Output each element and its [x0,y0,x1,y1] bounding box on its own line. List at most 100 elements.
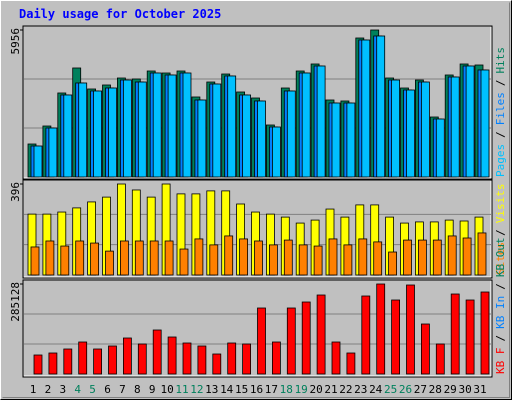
legend-separator: / [494,283,507,290]
y-tick-label: 5956 [9,28,22,55]
bar [358,238,368,276]
bar [343,244,353,276]
legend-entry: Sites [494,242,507,275]
x-tick-label: 11 [175,383,188,396]
bar [316,65,326,178]
bar [271,126,281,178]
x-tick-label: 3 [59,383,66,396]
bar [406,89,415,178]
bar [63,348,73,375]
x-tick-label: 17 [265,383,278,396]
x-tick-label: 31 [473,383,486,396]
x-tick-label: 12 [190,383,203,396]
bar [33,145,43,178]
bar [391,79,401,178]
bar [239,238,249,276]
bar [331,102,341,178]
bar [60,245,70,276]
bar [450,293,460,375]
legend-separator: / [494,80,507,87]
bar [93,90,102,178]
bar [447,235,457,276]
bar [346,102,356,178]
bar [123,337,132,375]
bar [137,81,147,178]
x-tick-label: 25 [384,383,397,396]
legend-separator: / [494,131,507,138]
x-tick-label: 30 [458,383,471,396]
bar [152,329,162,375]
bar [152,72,162,178]
bar [254,240,263,276]
chart-title: Daily usage for October 2025 [19,7,221,21]
bar [209,244,219,276]
bar [420,323,430,375]
bar [257,307,266,375]
bar [301,72,311,178]
legend-entry: Visits [494,184,507,224]
bar [78,341,88,375]
x-tick-label: 28 [429,383,442,396]
bar [417,239,427,276]
bar [30,246,40,276]
x-tick-label: 8 [134,383,141,396]
legend-entry: Hits [494,47,507,74]
bar [134,240,144,276]
bar [75,240,85,276]
x-tick-label: 22 [339,383,352,396]
legend: KB F / KB In / KB Out [494,237,507,374]
bar [331,341,341,375]
x-tick-label: 14 [220,383,234,396]
x-tick-label: 27 [414,383,427,396]
bar [90,242,99,276]
bar [182,72,192,178]
bar [78,82,88,178]
x-tick-label: 7 [119,383,126,396]
x-tick-label: 18 [280,383,293,396]
bar [167,336,177,375]
bar [257,100,266,178]
bar [48,127,58,178]
bar [93,348,102,375]
legend-separator: / [494,229,507,236]
x-tick-label: 15 [235,383,248,396]
bar [108,345,117,375]
bar [388,251,398,276]
bar [450,76,460,178]
x-tick-label: 23 [354,383,367,396]
bar [137,343,147,375]
bar [212,353,222,375]
x-tick-label: 26 [399,383,412,396]
bar [361,295,371,375]
bar [432,239,442,276]
x-tick-label: 19 [295,383,308,396]
x-tick-label: 4 [74,383,81,396]
bar [420,81,430,178]
legend-entry: Files [494,92,507,125]
legend-entry: KB F [494,348,507,375]
bar [63,94,73,178]
y-tick-label: 285128 [9,282,22,322]
bar [480,69,490,178]
bar [164,240,174,276]
bar [224,235,234,276]
bar [271,341,281,375]
legend: Pages / Files / Hits [494,47,507,177]
bar [376,283,386,375]
bar [108,87,117,178]
bar [435,343,445,375]
x-tick-label: 13 [205,383,218,396]
bar [212,83,222,178]
x-tick-label: 2 [45,383,52,396]
bar [477,232,487,276]
bar [465,65,475,178]
bar [242,94,252,178]
bar [268,244,278,276]
x-tick-label: 20 [309,383,322,396]
x-tick-label: 1 [30,383,37,396]
bar [376,35,386,178]
bar [435,118,445,178]
bar [197,99,207,178]
